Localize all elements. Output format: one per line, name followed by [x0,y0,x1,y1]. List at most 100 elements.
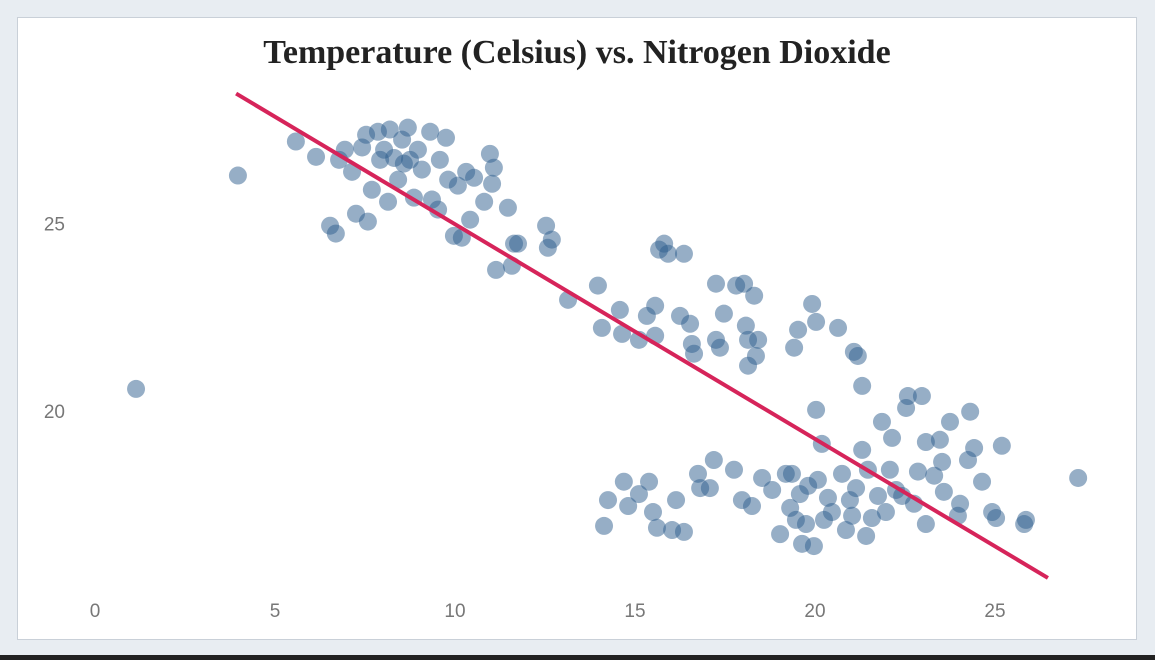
point [498,198,517,217]
point [461,210,480,229]
point [710,338,729,357]
point [925,466,944,485]
y-tick-label: 20 [44,402,65,423]
point [646,296,665,315]
point [629,485,648,504]
point [475,192,494,211]
point [818,488,837,507]
point [592,318,611,337]
point [804,537,823,556]
point [1016,510,1035,529]
point [689,464,707,483]
point [700,479,719,498]
point [599,491,617,510]
trend-line [235,91,1049,580]
point [872,412,891,431]
x-tick-label: 25 [984,601,1005,622]
point [595,516,614,535]
x-tick-label: 20 [804,601,825,622]
point [326,224,345,243]
point [912,387,931,406]
point [941,412,959,431]
point [509,234,527,253]
point [228,166,247,185]
point [829,318,848,337]
point [538,238,557,257]
point [965,439,984,458]
point [749,330,768,349]
x-tick-label: 5 [270,601,281,622]
point [437,128,455,147]
window-edge [0,655,1155,660]
point [537,216,556,235]
point [736,316,755,335]
point [674,522,693,541]
point [465,168,484,187]
point [362,180,381,199]
point [610,300,629,319]
point [389,170,408,189]
point [659,244,678,263]
point [992,436,1011,455]
point [307,147,326,166]
point [797,515,815,534]
point [725,460,743,479]
point [613,324,632,343]
point [789,320,808,339]
x-tick-label: 0 [90,601,101,622]
point [647,518,666,537]
point [843,506,862,525]
point [412,160,431,179]
point [483,174,502,193]
point [973,472,992,491]
point [681,314,700,333]
point [763,480,782,499]
chart-panel [17,17,1137,640]
chart-title: Temperature (Celsius) vs. Nitrogen Dioxi… [263,34,890,71]
point [743,497,761,516]
point [771,525,790,544]
point [480,144,499,163]
point [674,244,693,263]
point [848,346,867,365]
point [614,472,633,491]
point [869,486,887,505]
point [667,491,686,510]
point [808,470,827,489]
point [836,521,855,540]
point [961,402,980,421]
x-tick-label: 15 [624,601,645,622]
point [951,494,970,513]
point [735,274,754,293]
point [807,400,826,419]
point [822,503,841,522]
point [876,503,895,522]
point [408,140,427,159]
point [448,176,467,195]
point [916,515,935,534]
point [379,192,398,211]
point [847,479,866,498]
point [286,132,305,151]
point [785,338,804,357]
point [930,430,949,449]
point [746,346,765,365]
point [707,274,725,293]
x-tick-label: 10 [444,601,465,622]
point [883,428,902,447]
point [429,200,448,219]
point [484,158,503,177]
point [421,122,440,141]
point [753,468,772,487]
point [714,304,733,323]
point [430,150,449,169]
point [987,509,1006,528]
point [398,118,417,137]
point [588,276,607,295]
point [898,387,917,406]
point [745,286,764,305]
point [916,433,935,452]
point [853,376,872,395]
